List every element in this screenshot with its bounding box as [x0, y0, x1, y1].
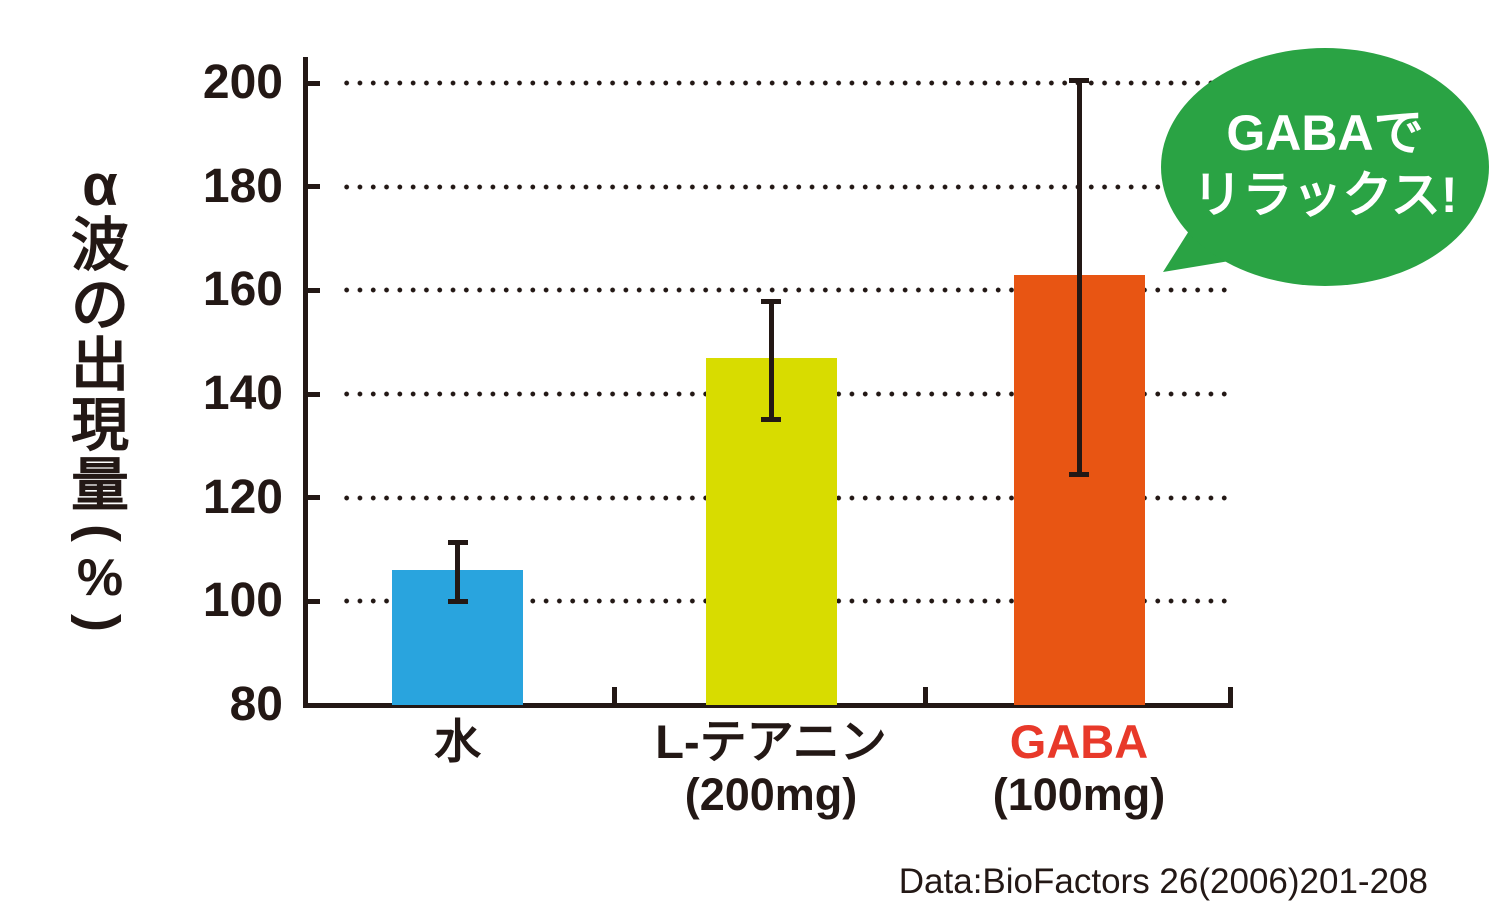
gridline-200: [340, 80, 1233, 86]
annotation-bubble: GABAで リラックス!: [1140, 40, 1492, 290]
gridline-180: [340, 183, 1233, 190]
error-bar-cap-top-2: [761, 298, 781, 304]
y-axis-tick-180: [303, 184, 320, 190]
data-source-citation: Data:BioFactors 26(2006)201-208: [898, 862, 1428, 901]
y-axis-tick-label-100: 100: [202, 574, 283, 628]
y-axis-tick-140: [303, 391, 320, 397]
y-axis-tick-label-200: 200: [202, 56, 283, 109]
x-axis-line: [303, 703, 1233, 708]
category-label-3: GABA: [1009, 715, 1149, 768]
y-axis-title-percent: %: [76, 549, 124, 607]
y-axis-tick-label-80: 80: [229, 678, 283, 731]
y-axis-tick-label-120: 120: [202, 470, 283, 524]
error-bar-cap-bottom-2: [761, 417, 781, 423]
x-axis-tick-1: [611, 687, 617, 704]
speech-bubble-shape: [1161, 48, 1489, 286]
category-label-1: 水: [434, 715, 481, 768]
annotation-line-1: GABAで: [1226, 105, 1424, 161]
y-axis-tick-200: [303, 80, 320, 86]
category-sublabel-3: (100mg): [992, 769, 1166, 820]
gridline-160: [340, 287, 1233, 294]
error-bar-line-2: [768, 300, 774, 420]
error-bar-line-3: [1076, 80, 1082, 475]
x-axis-end-tick: [1228, 687, 1233, 704]
y-axis-tick-120: [303, 495, 320, 501]
annotation-line-2: リラックス!: [1192, 167, 1458, 223]
error-bar-cap-top-3: [1069, 78, 1089, 84]
annotation-text: GABAで リラックス!: [1166, 102, 1484, 226]
y-axis-line: [303, 57, 308, 708]
error-bar-cap-bottom-3: [1069, 471, 1089, 477]
x-axis-tick-2: [922, 687, 928, 704]
error-bar-cap-bottom-1: [447, 598, 468, 604]
y-axis-tick-label-180: 180: [202, 159, 283, 213]
category-label-2: L-テアニン: [655, 715, 887, 768]
y-axis-tick-100: [303, 598, 320, 604]
error-bar-cap-top-1: [447, 539, 468, 545]
speech-bubble-ellipse: [1161, 48, 1489, 286]
error-bar-line-1: [455, 541, 460, 602]
y-axis-tick-label-160: 160: [202, 263, 283, 317]
y-axis-tick-label-140: 140: [202, 367, 283, 420]
category-sublabel-2: (200mg): [684, 769, 858, 820]
y-axis-tick-160: [303, 287, 320, 293]
